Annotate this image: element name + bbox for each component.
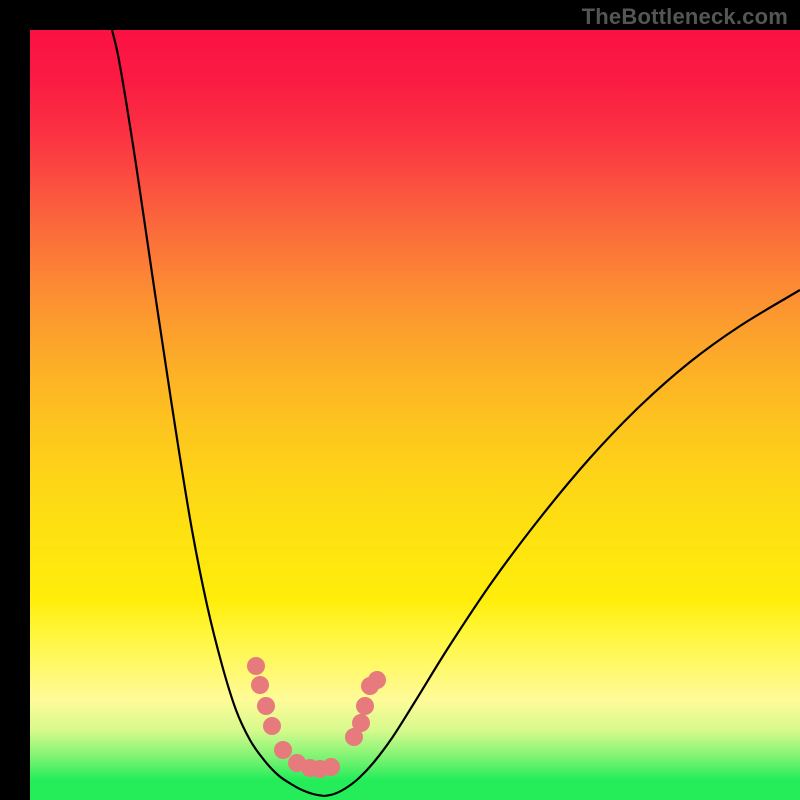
data-marker [257,697,275,715]
data-marker [352,714,370,732]
watermark-text: TheBottleneck.com [582,4,788,30]
chart-svg [0,0,800,800]
data-marker [322,758,340,776]
data-marker [251,676,269,694]
chart-container: TheBottleneck.com [0,0,800,800]
data-marker [356,697,374,715]
data-marker [368,671,386,689]
data-marker [247,657,265,675]
plot-background [30,30,800,800]
data-marker [274,741,292,759]
data-marker [263,717,281,735]
